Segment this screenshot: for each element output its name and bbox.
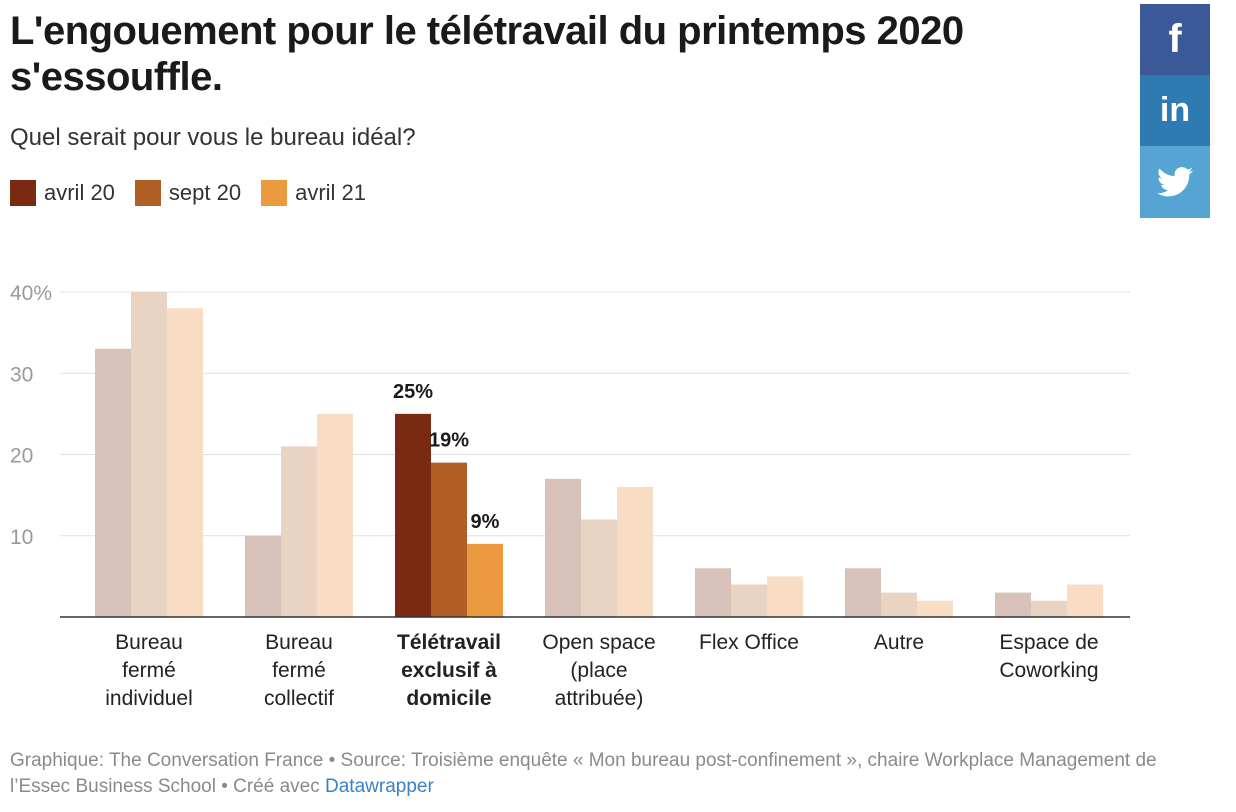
bar	[995, 592, 1031, 617]
x-tick-label: domicile	[406, 687, 491, 710]
bar	[767, 576, 803, 617]
chart-subtitle: Quel serait pour vous le bureau idéal?	[10, 124, 416, 151]
legend-swatch	[134, 180, 161, 206]
bar	[881, 592, 917, 617]
bar	[317, 413, 353, 617]
legend-swatch	[261, 180, 288, 206]
data-label: 19%	[429, 430, 469, 452]
bar	[1031, 600, 1067, 617]
twitter-share-button[interactable]	[1140, 146, 1210, 218]
source-note: Graphique: The Conversation France • Sou…	[10, 750, 1157, 797]
x-tick-label: fermé	[272, 659, 326, 682]
facebook-icon: f	[1168, 17, 1182, 61]
bar-chart: 40% 30 20 10 Bureau fermé individuel Bureau ferm…	[10, 282, 1130, 710]
bar	[131, 292, 167, 617]
footer: Graphique: The Conversation France • Sou…	[10, 748, 1190, 800]
datawrapper-link[interactable]: Datawrapper	[325, 776, 434, 797]
x-tick-label: Télétravail	[397, 631, 501, 654]
bar	[281, 446, 317, 617]
bar	[731, 584, 767, 617]
y-tick-label: 10	[10, 526, 33, 549]
bar	[845, 568, 881, 617]
y-tick-label: 40%	[10, 282, 52, 305]
x-tick-label: exclusif à	[401, 659, 497, 682]
bar	[695, 568, 731, 617]
bar	[167, 308, 203, 617]
data-label: 25%	[393, 381, 433, 403]
x-tick-label: collectif	[264, 687, 334, 710]
legend-item-sept-20: sept 20	[134, 180, 242, 206]
x-tick-label: Bureau	[265, 631, 333, 654]
chart-title: L'engouement pour le télétravail du prin…	[10, 9, 964, 99]
bar	[95, 348, 131, 617]
bar	[431, 462, 467, 617]
legend-label: avril 20	[44, 180, 115, 205]
x-tick-label: Bureau	[115, 631, 183, 654]
bar	[917, 600, 953, 617]
x-tick-label: (place	[570, 659, 627, 682]
data-label: 9%	[471, 511, 500, 533]
legend-item-avril-20: avril 20	[10, 180, 115, 206]
bar	[395, 413, 431, 617]
x-tick-label: Flex Office	[699, 631, 799, 654]
linkedin-icon: in	[1159, 91, 1191, 129]
bar	[617, 487, 653, 617]
legend-item-avril-21: avril 21	[261, 180, 366, 206]
x-tick-label: Open space	[542, 631, 655, 654]
legend-swatch	[10, 180, 36, 206]
y-tick-label: 30	[10, 363, 33, 386]
x-tick-label: Coworking	[999, 659, 1098, 682]
linkedin-share-button[interactable]: in	[1140, 75, 1210, 146]
bar	[245, 535, 281, 617]
legend: avril 20 sept 20 avril 21	[10, 180, 386, 206]
x-tick-label: Espace de	[999, 631, 1098, 654]
x-tick-label: Autre	[874, 631, 924, 654]
x-tick-label: fermé	[122, 659, 176, 682]
bar	[581, 519, 617, 617]
legend-label: sept 20	[168, 180, 242, 205]
bar	[1067, 584, 1103, 617]
twitter-icon	[1157, 167, 1193, 197]
y-tick-label: 20	[10, 445, 33, 468]
facebook-share-button[interactable]: f	[1140, 4, 1210, 75]
x-tick-label: individuel	[105, 687, 193, 710]
social-share-bar: f in	[1140, 4, 1210, 218]
x-tick-label: attribuée)	[555, 687, 644, 710]
legend-label: avril 21	[295, 180, 367, 205]
bar	[467, 543, 503, 617]
bar	[545, 478, 581, 617]
